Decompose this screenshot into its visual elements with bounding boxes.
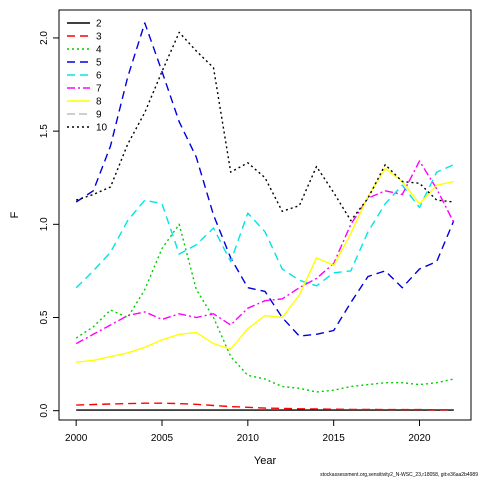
x-tick-label: 2005 xyxy=(151,433,174,444)
legend-label-5: 5 xyxy=(96,58,102,69)
series-line-10 xyxy=(75,31,454,222)
y-axis: 0.0 0.5 1.0 1.5 2.0 xyxy=(39,31,60,418)
legend-label-7: 7 xyxy=(96,84,102,95)
x-tick-label: 2010 xyxy=(237,433,260,444)
y-tick-label: 1.5 xyxy=(39,124,50,138)
y-tick-label: 1.0 xyxy=(39,217,50,231)
y-tick-label: 0.0 xyxy=(39,403,50,417)
series-line-4 xyxy=(75,223,454,393)
x-tick-label: 2020 xyxy=(408,433,431,444)
x-axis: 2000 2005 2010 2015 2020 xyxy=(65,419,431,444)
series-line-6 xyxy=(75,164,455,289)
legend-label-4: 4 xyxy=(96,45,102,56)
legend-label-8: 8 xyxy=(96,97,102,108)
footer-credit: stockassessment.org,sensitivity2_N-WSC_2… xyxy=(320,472,478,478)
x-tick-label: 2015 xyxy=(323,433,346,444)
series-line-3 xyxy=(76,402,454,411)
legend-label-6: 6 xyxy=(96,71,102,82)
y-tick-label: 2.0 xyxy=(39,31,50,45)
legend-label-2: 2 xyxy=(96,19,102,30)
legend: 2 3 4 5 6 7 8 9 10 xyxy=(67,19,108,134)
x-tick-label: 2000 xyxy=(65,433,88,444)
legend-label-3: 3 xyxy=(96,32,102,43)
series-line-5 xyxy=(75,22,455,337)
y-axis-title: F xyxy=(9,211,21,218)
series-layer xyxy=(75,22,455,411)
series-line-7 xyxy=(75,160,455,345)
legend-label-10: 10 xyxy=(96,123,108,134)
y-tick-label: 0.5 xyxy=(39,310,50,324)
legend-label-9: 9 xyxy=(96,110,102,121)
plot-frame xyxy=(58,9,472,421)
series-line-8 xyxy=(76,167,454,363)
x-axis-title: Year xyxy=(254,455,277,467)
